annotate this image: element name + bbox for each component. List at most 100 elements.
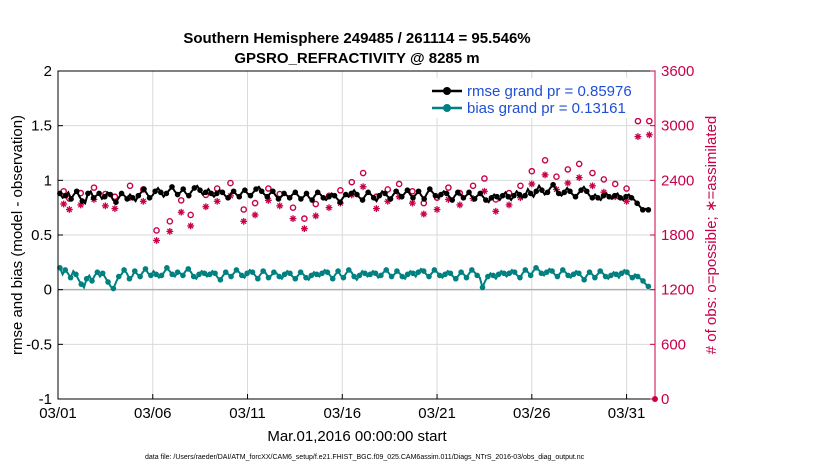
y-tick-label: 2 [44, 63, 52, 80]
rmse-point [124, 196, 130, 202]
rmse-point [561, 189, 568, 196]
bias-point [576, 270, 582, 277]
rmse-point [527, 190, 534, 197]
bias-point [324, 269, 331, 275]
bias-point [420, 268, 427, 274]
rmse-point [432, 192, 439, 199]
obs-assimilated-point [575, 174, 583, 181]
obs-assimilated-point [409, 199, 416, 207]
legend-box [426, 78, 654, 118]
bias-point [511, 269, 518, 275]
obs-possible-point [177, 197, 185, 204]
asterisk-stroke [528, 181, 535, 187]
rmse-point [348, 190, 355, 197]
rmse-point [79, 198, 86, 204]
rmse-point [639, 207, 646, 213]
bias-point [463, 274, 470, 281]
bias-point [378, 272, 384, 279]
y-tick-label: 1.5 [31, 118, 52, 135]
bias-point [415, 269, 422, 275]
obs-possible-point [634, 117, 642, 125]
obs-assimilated-point [589, 182, 596, 190]
asterisk-stroke [265, 197, 272, 204]
obs-assimilated-point [505, 201, 513, 209]
rmse-point [202, 189, 209, 196]
rmse-point [242, 187, 248, 193]
bias-point [265, 274, 272, 281]
bias-point [592, 274, 598, 281]
rmse-point [370, 195, 377, 201]
x-tick-label: 03/01 [39, 405, 77, 422]
rmse-point [107, 191, 114, 198]
bias-point [319, 270, 325, 277]
bias-point [335, 268, 341, 274]
bias-point [565, 272, 571, 279]
rmse-point [247, 192, 254, 199]
rmse-point [342, 191, 349, 198]
obs-possible-point [301, 215, 308, 222]
bias-point [367, 271, 373, 278]
rmse-point [326, 193, 332, 200]
y-tick-label: 0.5 [31, 227, 52, 244]
bias-point [83, 275, 90, 282]
asterisk-stroke [326, 204, 332, 211]
bias-point [581, 277, 587, 283]
bias-point [431, 267, 438, 273]
obs-assimilated-point [213, 197, 221, 205]
bias-point [426, 273, 432, 280]
obs-possible-point [481, 175, 488, 182]
bias-point [276, 273, 283, 280]
rmse-point [449, 197, 456, 203]
rmse-point [141, 186, 147, 192]
x-tick-label: 03/21 [418, 405, 456, 422]
rmse-point [303, 190, 310, 197]
rmse-point [236, 193, 243, 200]
bias-point [447, 270, 454, 277]
bias-point [292, 275, 299, 282]
obs-possible-point [611, 180, 619, 188]
obs-assimilated-point [153, 237, 160, 244]
bias-point [613, 271, 620, 278]
bias-point [501, 270, 507, 277]
obs-possible-point [395, 180, 403, 188]
rmse-point [421, 196, 427, 202]
bias-point [94, 269, 101, 275]
rmse-point [382, 190, 388, 197]
rmse-point [286, 195, 293, 201]
x-tick-label: 03/31 [608, 405, 646, 422]
rmse-point [443, 190, 450, 197]
bias-point [490, 272, 497, 279]
bias-point [313, 271, 320, 278]
bias-point [559, 267, 566, 273]
bias-point [228, 273, 234, 280]
asterisk-stroke [360, 183, 366, 190]
bias-point [233, 267, 240, 273]
asterisk-stroke [102, 203, 109, 209]
grid-lines [57, 70, 655, 400]
bias-point [158, 272, 165, 279]
legend: rmse grand pr = 0.85976 bias grand pr = … [426, 78, 654, 118]
obs-possible-point [348, 178, 356, 186]
obs-assimilated-point [139, 197, 147, 205]
bias-point [404, 271, 411, 278]
rmse-point [146, 195, 153, 201]
asterisk-stroke [589, 182, 596, 189]
obs-possible-point [312, 200, 320, 208]
obs-assimilated-point [202, 203, 210, 211]
y-tick-label: -0.5 [26, 336, 52, 353]
y-tick-label: -1 [39, 391, 52, 408]
rmse-point [253, 186, 259, 192]
rmse-point [398, 193, 405, 200]
obs-possible-point [90, 184, 98, 191]
rmse-point [314, 189, 321, 196]
bias-point [196, 271, 202, 278]
bias-point [217, 277, 224, 283]
bias-point [287, 270, 293, 277]
asterisk-stroke [564, 180, 571, 186]
obs-assimilated-point [645, 131, 653, 139]
bias-point [110, 285, 117, 292]
bias-point [586, 269, 593, 275]
rmse-point [101, 193, 108, 200]
chart-title-line2: GPSRO_REFRACTIVITY @ 8285 m [234, 50, 479, 67]
obs-possible-point [251, 199, 259, 207]
